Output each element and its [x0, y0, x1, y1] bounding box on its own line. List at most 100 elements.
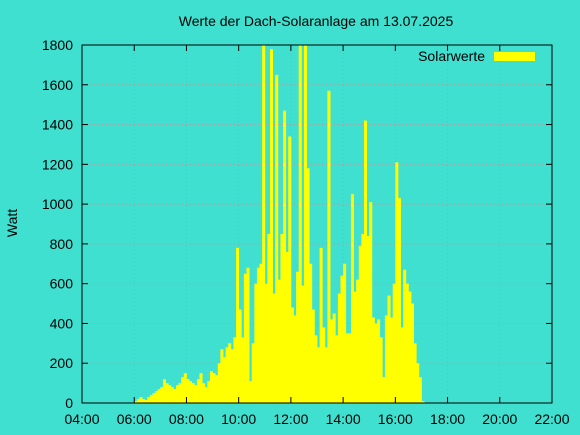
bar: [215, 375, 219, 403]
x-tick-label: 14:00: [326, 411, 361, 427]
bar: [296, 271, 300, 403]
bar: [358, 245, 362, 403]
bar: [225, 347, 229, 403]
bar: [262, 45, 266, 403]
bar: [212, 373, 216, 403]
bar: [189, 381, 193, 403]
bar: [364, 120, 368, 404]
y-tick-label: 600: [50, 276, 74, 292]
x-tick-label: 12:00: [273, 411, 308, 427]
ticks: [81, 44, 553, 404]
bar: [259, 263, 263, 403]
bar: [408, 291, 412, 403]
x-tick-label: 20:00: [482, 411, 517, 427]
bar: [356, 279, 360, 403]
bar: [256, 267, 260, 403]
chart-title: Werte der Dach-Solaranlage am 13.07.2025: [179, 13, 454, 29]
bar: [149, 395, 153, 403]
bar: [144, 400, 148, 403]
x-tick-label: 18:00: [430, 411, 465, 427]
bar: [317, 347, 321, 403]
bar: [421, 401, 425, 403]
legend-swatch-solarwerte: [494, 52, 535, 61]
bar: [309, 263, 313, 403]
bar: [387, 295, 391, 403]
bar: [303, 45, 307, 403]
bar: [335, 335, 339, 403]
bar: [209, 371, 213, 403]
bar: [324, 347, 328, 403]
bar: [194, 385, 198, 403]
y-tick-label: 1400: [42, 117, 73, 133]
x-tick-label: 10:00: [221, 411, 256, 427]
bar: [230, 349, 234, 403]
bar: [191, 383, 195, 403]
x-tick-label: 06:00: [117, 411, 152, 427]
bar: [379, 337, 383, 403]
bar: [233, 337, 237, 403]
bar: [152, 393, 156, 403]
bar: [374, 323, 378, 403]
bar: [340, 275, 344, 403]
bar: [337, 293, 341, 403]
plot-border: [81, 44, 553, 404]
bar: [413, 343, 417, 403]
bars: [134, 45, 425, 404]
bar: [270, 48, 274, 403]
bar: [285, 251, 289, 403]
bar: [350, 194, 354, 403]
bar: [246, 267, 250, 403]
x-tick-label: 22:00: [534, 411, 569, 427]
y-tick-label: 0: [65, 395, 73, 411]
bar: [301, 285, 305, 403]
bar: [306, 168, 310, 403]
bar: [405, 283, 409, 403]
legend-label-solarwerte: Solarwerte: [418, 48, 485, 64]
bar: [217, 363, 221, 403]
bar: [202, 383, 206, 403]
bar: [168, 385, 172, 403]
y-tick-label: 1200: [42, 156, 73, 172]
bar: [384, 315, 388, 403]
bar: [136, 399, 140, 403]
bar: [392, 283, 396, 403]
bar: [345, 333, 349, 403]
bar: [311, 309, 315, 403]
bar: [178, 383, 182, 403]
bar: [290, 307, 294, 403]
bar: [173, 389, 177, 403]
bar: [411, 303, 415, 403]
bar: [139, 397, 143, 403]
bar: [176, 385, 180, 403]
bar: [293, 315, 297, 403]
bar: [223, 357, 227, 403]
bar: [319, 247, 323, 403]
bar: [361, 233, 365, 403]
bar: [283, 110, 287, 403]
bar: [403, 269, 407, 403]
bar: [377, 319, 381, 403]
y-tick-label: 1800: [42, 37, 73, 53]
bar: [418, 377, 422, 403]
bar: [254, 283, 258, 403]
bar: [157, 389, 161, 403]
bar: [204, 387, 208, 403]
bar: [390, 317, 394, 403]
bar: [275, 74, 279, 403]
bar: [366, 235, 370, 403]
x-tick-label: 08:00: [169, 411, 204, 427]
x-tick-label: 04:00: [64, 411, 99, 427]
bar: [142, 399, 146, 403]
bar: [183, 373, 187, 403]
bar: [249, 381, 253, 403]
bar: [382, 377, 386, 403]
bar: [251, 343, 255, 403]
bar: [199, 373, 203, 403]
bar: [207, 381, 211, 403]
bar: [238, 309, 242, 403]
y-tick-label: 800: [50, 236, 74, 252]
bar: [353, 291, 357, 403]
bar: [327, 90, 331, 403]
bar: [288, 136, 292, 403]
bar: [343, 263, 347, 403]
